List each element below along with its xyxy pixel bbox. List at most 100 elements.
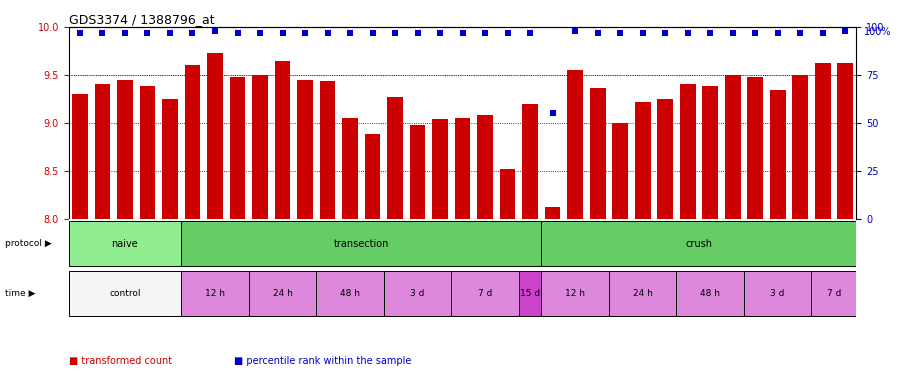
Bar xyxy=(207,53,223,219)
Point xyxy=(343,30,357,36)
Bar xyxy=(117,80,133,219)
Point xyxy=(658,30,672,36)
Bar xyxy=(249,271,316,316)
Bar xyxy=(181,271,249,316)
Bar xyxy=(452,271,518,316)
Bar xyxy=(744,271,812,316)
Bar xyxy=(139,86,156,219)
Bar xyxy=(297,80,313,219)
Bar xyxy=(432,119,448,219)
Point xyxy=(815,30,830,36)
Text: control: control xyxy=(109,289,141,298)
Point xyxy=(838,28,853,34)
Text: naive: naive xyxy=(112,239,138,249)
Bar xyxy=(541,221,856,266)
Bar xyxy=(181,221,541,266)
Point xyxy=(95,30,110,36)
Bar xyxy=(320,81,335,219)
Text: 3 d: 3 d xyxy=(410,289,425,298)
Point xyxy=(590,30,605,36)
Bar xyxy=(162,99,178,219)
Bar xyxy=(792,75,808,219)
Point xyxy=(545,110,560,116)
Point xyxy=(747,30,762,36)
Bar xyxy=(387,97,403,219)
Bar xyxy=(612,123,628,219)
Point xyxy=(321,30,335,36)
Point xyxy=(432,30,447,36)
Bar xyxy=(815,63,831,219)
Bar xyxy=(609,271,676,316)
Bar xyxy=(365,134,380,219)
Text: crush: crush xyxy=(685,239,713,249)
Text: 15 d: 15 d xyxy=(520,289,540,298)
Bar xyxy=(658,99,673,219)
Text: 12 h: 12 h xyxy=(205,289,225,298)
Point xyxy=(208,28,223,34)
Point xyxy=(455,30,470,36)
Bar xyxy=(69,271,181,316)
Bar xyxy=(812,271,856,316)
Point xyxy=(636,30,650,36)
Point xyxy=(140,30,155,36)
Text: 48 h: 48 h xyxy=(700,289,720,298)
Point xyxy=(568,28,583,34)
Bar xyxy=(541,271,609,316)
Bar xyxy=(94,84,110,219)
Bar xyxy=(635,102,650,219)
Bar xyxy=(703,86,718,219)
Point xyxy=(117,30,132,36)
Point xyxy=(725,30,740,36)
Bar xyxy=(769,90,786,219)
Point xyxy=(500,30,515,36)
Bar xyxy=(72,94,88,219)
Text: time ▶: time ▶ xyxy=(5,289,35,298)
Point xyxy=(387,30,402,36)
Text: 24 h: 24 h xyxy=(633,289,652,298)
Bar xyxy=(252,75,267,219)
Bar xyxy=(500,169,516,219)
Bar xyxy=(69,221,181,266)
Bar xyxy=(680,84,695,219)
Point xyxy=(681,30,695,36)
Text: protocol ▶: protocol ▶ xyxy=(5,239,51,248)
Point xyxy=(523,30,538,36)
Point xyxy=(703,30,717,36)
Text: ■ transformed count: ■ transformed count xyxy=(69,356,172,366)
Bar xyxy=(316,271,384,316)
Bar xyxy=(545,207,561,219)
Bar xyxy=(384,271,452,316)
Bar xyxy=(409,125,425,219)
Point xyxy=(275,30,289,36)
Text: 7 d: 7 d xyxy=(478,289,492,298)
Bar xyxy=(590,88,605,219)
Point xyxy=(478,30,493,36)
Text: 12 h: 12 h xyxy=(565,289,585,298)
Text: 48 h: 48 h xyxy=(340,289,360,298)
Bar xyxy=(522,104,538,219)
Bar xyxy=(454,118,471,219)
Bar xyxy=(567,70,583,219)
Bar xyxy=(185,65,201,219)
Bar xyxy=(747,77,763,219)
Text: 100%: 100% xyxy=(865,27,892,37)
Bar xyxy=(343,118,358,219)
Point xyxy=(253,30,267,36)
Text: GDS3374 / 1388796_at: GDS3374 / 1388796_at xyxy=(69,13,214,26)
Bar xyxy=(725,75,740,219)
Text: ■ percentile rank within the sample: ■ percentile rank within the sample xyxy=(234,356,411,366)
Point xyxy=(163,30,178,36)
Bar xyxy=(518,271,541,316)
Bar xyxy=(477,115,493,219)
Text: transection: transection xyxy=(333,239,389,249)
Point xyxy=(410,30,425,36)
Bar xyxy=(230,77,245,219)
Bar xyxy=(275,61,290,219)
Text: 24 h: 24 h xyxy=(273,289,292,298)
Bar xyxy=(837,63,853,219)
Point xyxy=(770,30,785,36)
Point xyxy=(613,30,627,36)
Point xyxy=(185,30,200,36)
Point xyxy=(230,30,245,36)
Bar xyxy=(676,271,744,316)
